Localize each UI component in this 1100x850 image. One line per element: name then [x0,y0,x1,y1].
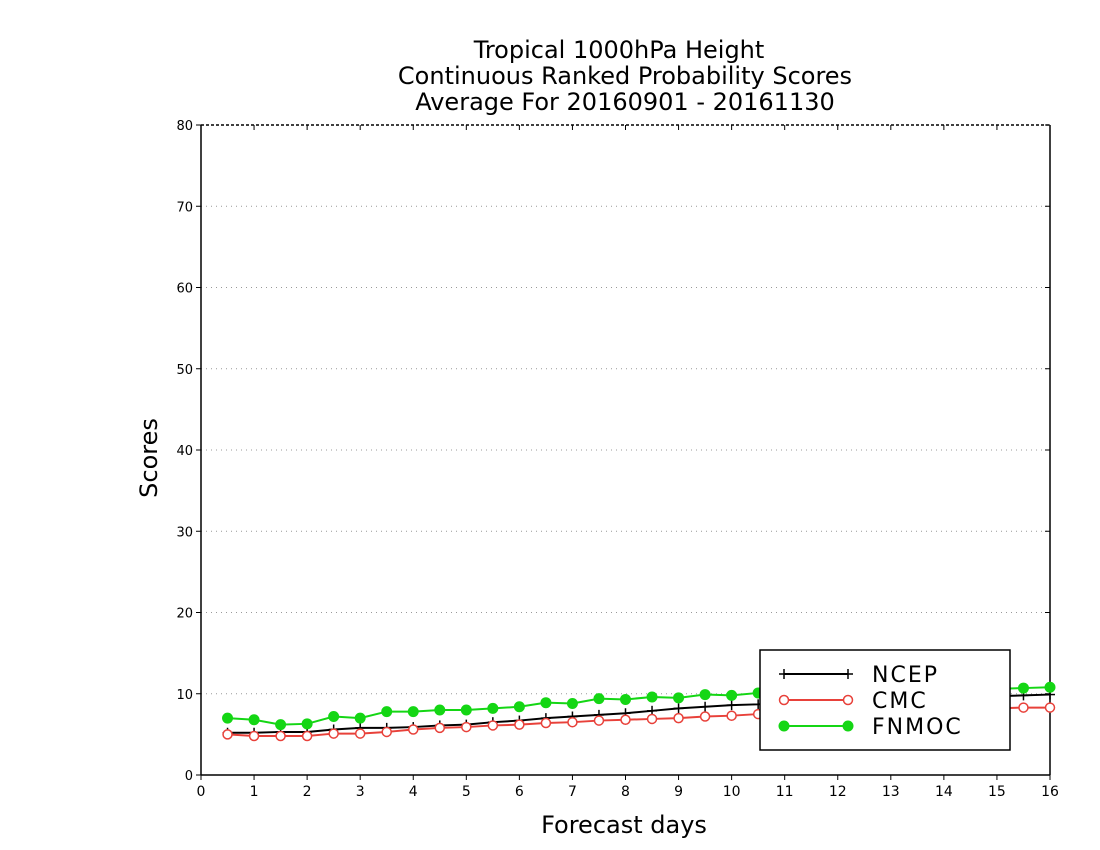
data-point [222,712,234,724]
x-axis-label: Forecast days [541,811,707,839]
title-line-2: Continuous Ranked Probability Scores [398,62,852,90]
data-point [699,711,711,722]
data-point [726,700,737,711]
x-tick-label: 15 [988,784,1006,800]
y-tick-label: 0 [185,769,193,784]
data-point [593,693,605,705]
y-tick-label: 50 [176,363,193,378]
data-point [646,713,658,725]
legend-label: CMC [872,689,928,714]
x-tick-label: 16 [1041,784,1059,800]
legend-item-ncep: NCEP [779,663,939,688]
data-point [381,726,392,738]
x-tick-label: 7 [568,784,577,800]
x-tick-label: 11 [776,784,794,800]
data-point [408,724,419,735]
x-tick-label: 14 [935,784,953,800]
data-point [1017,682,1029,694]
data-point [620,693,631,705]
data-point [646,691,658,703]
x-tick-label: 12 [829,784,847,800]
y-tick-label: 60 [176,282,193,297]
data-point [593,715,605,726]
x-tick-label: 10 [723,784,741,800]
data-point [381,706,393,718]
y-axis: 0 10 20 30 40 50 60 70 80 [176,119,1050,784]
x-tick-label: 2 [303,784,312,800]
x-tick-label: 1 [250,784,259,800]
y-tick-label: 10 [176,688,193,703]
x-tick-label: 0 [197,784,206,800]
legend-marker [778,694,790,706]
title-line-3: Average For 20160901 - 20161130 [415,88,835,116]
data-point [487,702,499,714]
data-point [540,697,552,709]
y-tick-label: 80 [176,119,193,134]
data-point [513,701,525,713]
x-tick-label: 5 [462,784,471,800]
chart-title: Tropical 1000hPa Height Continuous Ranke… [398,36,852,116]
x-tick-label: 13 [882,784,900,800]
data-point [514,719,525,730]
data-point [1018,702,1029,713]
data-point [726,689,738,701]
data-point [673,712,684,724]
x-tick-label: 4 [409,784,418,800]
data-point [1044,702,1056,713]
y-tick-label: 70 [176,200,193,215]
x-tick-label: 3 [356,784,365,800]
y-tick-label: 40 [176,444,193,459]
legend-label: NCEP [872,663,939,688]
data-point [726,710,737,721]
data-point [407,706,419,718]
legend-marker [778,720,790,732]
data-point [328,728,339,739]
legend-label: FNMOC [872,715,963,740]
legend-marker [842,694,854,706]
data-point [461,721,472,733]
y-tick-label: 20 [176,607,193,622]
data-point [1044,681,1056,693]
data-point [434,704,446,716]
data-point [620,714,631,725]
data-point [566,698,578,709]
data-point [301,718,313,730]
data-point [673,703,684,714]
legend-marker [842,720,854,732]
legend-marker [779,669,789,679]
data-point [222,729,233,740]
x-tick-label: 8 [621,784,630,800]
data-point [540,717,552,729]
legend-item-fnmoc: FNMOC [778,715,963,740]
data-point [700,701,711,712]
legend-item-cmc: CMC [778,689,928,714]
data-point [460,704,472,716]
x-tick-label: 6 [515,784,524,800]
data-point [354,728,366,739]
data-point [248,730,260,742]
data-point [673,692,685,704]
y-axis-label: Scores [135,418,163,498]
data-point [354,712,366,724]
data-point [434,722,446,734]
legend-marker [843,669,853,679]
x-tick-label: 9 [674,784,683,800]
title-line-1: Tropical 1000hPa Height [473,36,765,64]
data-point [328,711,340,722]
data-point [275,730,286,742]
x-axis: 0 1 2 3 4 5 6 7 8 9 10 11 12 13 14 15 16 [197,125,1059,800]
data-point [567,716,578,728]
data-point [301,730,313,742]
data-point [699,689,711,701]
data-point [248,714,260,726]
data-point [275,719,287,731]
y-tick-label: 30 [176,525,193,540]
data-point [487,720,499,731]
grid-lines [201,205,1050,695]
